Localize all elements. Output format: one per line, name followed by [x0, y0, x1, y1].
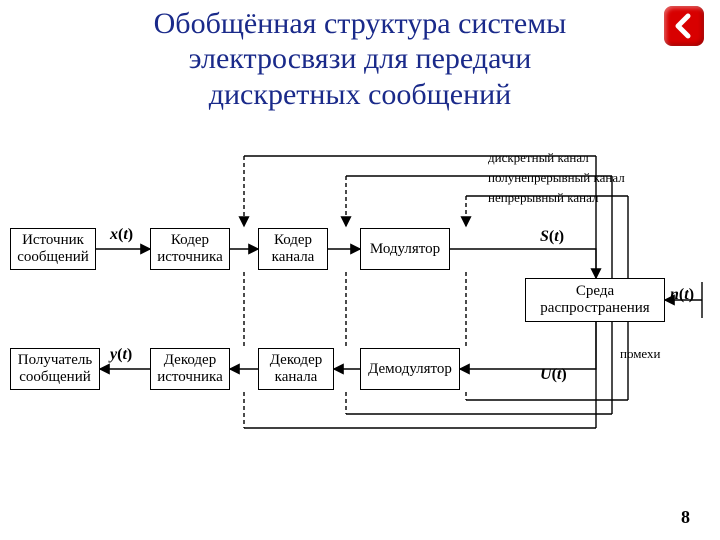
node-mod: Модулятор: [360, 228, 450, 270]
signal-yt: y(t): [110, 346, 132, 364]
node-scod: Кодеристочника: [150, 228, 230, 270]
node-med: Средараспространения: [525, 278, 665, 322]
signal-xt: x(t): [110, 226, 133, 244]
diagram: Источниксообщений Кодеристочника Кодеркана…: [0, 128, 720, 468]
node-cdec: Декодерканала: [258, 348, 334, 390]
node-sdec: Декодеристочника: [150, 348, 230, 390]
signal-nt: n(t): [670, 286, 694, 304]
channel-label-noise: помехи: [620, 346, 661, 362]
back-button[interactable]: [664, 6, 704, 46]
channel-label-disc: дискретный канал: [488, 150, 589, 166]
signal-St: S(t): [540, 228, 564, 246]
title-line-1: Обобщённая структура системы: [154, 7, 567, 40]
node-ccod: Кодерканала: [258, 228, 328, 270]
chevron-left-icon: [670, 12, 698, 40]
page-title: Обобщённая структура системы электросвяз…: [0, 6, 720, 112]
node-src: Источниксообщений: [10, 228, 96, 270]
node-demod: Демодулятор: [360, 348, 460, 390]
title-line-3: дискретных сообщений: [209, 78, 512, 111]
channel-label-semi: полунепрерывный канал: [488, 170, 625, 186]
channel-label-cont: непрерывный канал: [488, 190, 598, 206]
node-sink: Получательсообщений: [10, 348, 100, 390]
title-line-2: электросвязи для передачи: [189, 42, 532, 75]
page-number: 8: [681, 507, 690, 528]
signal-Ut: U(t): [540, 366, 567, 384]
